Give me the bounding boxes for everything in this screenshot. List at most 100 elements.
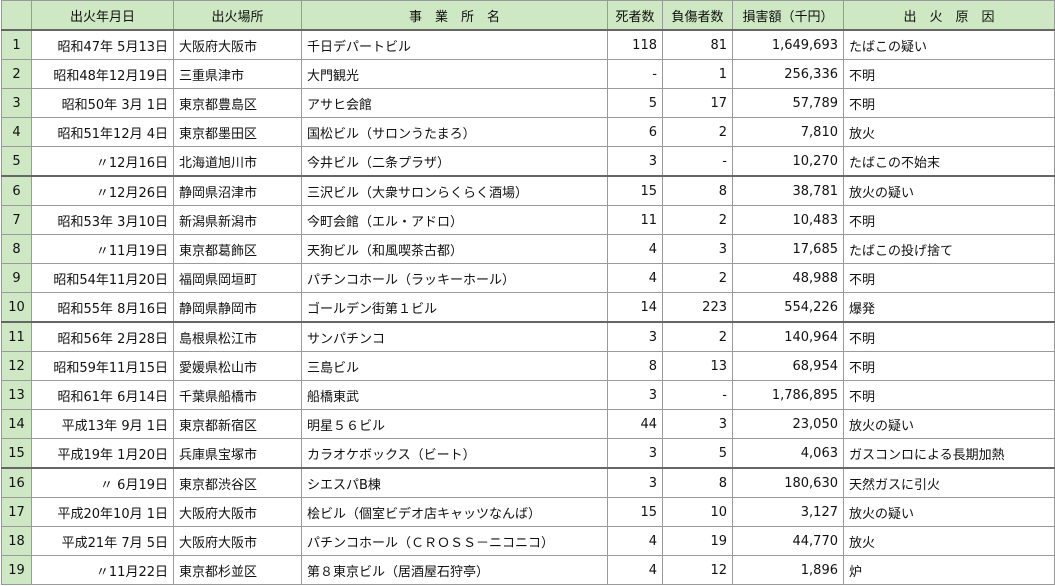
fire-place: 千葉県船橋市	[173, 380, 302, 410]
fire-cause: 炉	[843, 555, 1055, 585]
deaths: 3	[607, 438, 663, 469]
fire-date: 昭和55年 8月16日	[31, 292, 174, 323]
fire-date: 〃12月16日	[31, 146, 174, 177]
header-injured: 負傷者数	[662, 0, 733, 31]
fire-place: 東京都葛飾区	[173, 234, 302, 264]
row-index: 14	[1, 409, 32, 439]
injured: 10	[662, 497, 733, 527]
establishment-name: カラオケボックス（ビート）	[301, 438, 608, 469]
fire-cause: 不明	[843, 263, 1055, 293]
fire-cause: 不明	[843, 88, 1055, 118]
damage: 10,483	[732, 205, 844, 235]
deaths: 44	[607, 409, 663, 439]
injured: 81	[662, 29, 733, 60]
table-row: 18 平成21年 7月 5日 大阪府大阪市 パチンコホール（ＣＲＯＳＳ－ニコニコ） 4 1…	[1, 526, 1055, 556]
row-index: 10	[1, 292, 32, 323]
deaths: -	[607, 59, 663, 89]
damage: 38,781	[732, 175, 844, 206]
fire-place: 東京都豊島区	[173, 88, 302, 118]
fire-cause: 放火	[843, 117, 1055, 147]
establishment-name: 大門観光	[301, 59, 608, 89]
fire-cause: 放火の疑い	[843, 175, 1055, 206]
establishment-name: 船橋東武	[301, 380, 608, 410]
fire-cause: 不明	[843, 205, 1055, 235]
establishment-name: 国松ビル（サロンうたまろ）	[301, 117, 608, 147]
injured: 1	[662, 59, 733, 89]
table-row: 10 昭和55年 8月16日 静岡県静岡市 ゴールデン街第１ビル 14 223 554,22…	[1, 292, 1055, 323]
table-row: 17 平成20年10月 1日 大阪府大阪市 桧ビル（個室ビデオ店キャッツなんば） 15 1…	[1, 497, 1055, 527]
damage: 256,336	[732, 59, 844, 89]
fire-date: 〃11月22日	[31, 555, 174, 585]
injured: 3	[662, 409, 733, 439]
fire-date: 〃 6月19日	[31, 467, 174, 498]
fire-place: 新潟県新潟市	[173, 205, 302, 235]
row-index: 5	[1, 146, 32, 177]
header-deaths: 死者数	[607, 0, 663, 31]
row-index: 15	[1, 438, 32, 469]
deaths: 3	[607, 467, 663, 498]
fire-cause: 不明	[843, 351, 1055, 381]
injured: 12	[662, 555, 733, 585]
row-index: 9	[1, 263, 32, 293]
damage: 17,685	[732, 234, 844, 264]
row-index: 19	[1, 555, 32, 585]
fire-place: 東京都杉並区	[173, 555, 302, 585]
establishment-name: 三沢ビル（大衆サロンらくらく酒場）	[301, 175, 608, 206]
fire-place: 兵庫県宝塚市	[173, 438, 302, 469]
fire-place: 北海道旭川市	[173, 146, 302, 177]
fire-place: 東京都墨田区	[173, 117, 302, 147]
fire-cause: 爆発	[843, 292, 1055, 323]
row-index: 16	[1, 467, 32, 498]
deaths: 3	[607, 380, 663, 410]
row-index: 13	[1, 380, 32, 410]
damage: 3,127	[732, 497, 844, 527]
establishment-name: 天狗ビル（和風喫茶古都）	[301, 234, 608, 264]
damage: 7,810	[732, 117, 844, 147]
row-index: 2	[1, 59, 32, 89]
damage: 1,649,693	[732, 29, 844, 60]
fire-date: 昭和47年 5月13日	[31, 29, 174, 60]
fire-date: 平成20年10月 1日	[31, 497, 174, 527]
header-row: 出火年月日 出火場所 事 業 所 名 死者数 負傷者数 損害額（千円） 出 火 …	[1, 0, 1055, 31]
fire-cause: 放火の疑い	[843, 497, 1055, 527]
fire-place: 静岡県静岡市	[173, 292, 302, 323]
deaths: 4	[607, 263, 663, 293]
injured: 2	[662, 117, 733, 147]
row-index: 18	[1, 526, 32, 556]
header-place: 出火場所	[173, 0, 302, 31]
damage: 140,964	[732, 321, 844, 352]
header-damage: 損害額（千円）	[732, 0, 844, 31]
deaths: 4	[607, 526, 663, 556]
fire-place: 静岡県沼津市	[173, 175, 302, 206]
establishment-name: サンパチンコ	[301, 321, 608, 352]
fire-place: 島根県松江市	[173, 321, 302, 352]
establishment-name: シエスパB棟	[301, 467, 608, 498]
injured: 223	[662, 292, 733, 323]
deaths: 4	[607, 555, 663, 585]
damage: 1,786,895	[732, 380, 844, 410]
injured: 2	[662, 263, 733, 293]
fire-place: 愛媛県松山市	[173, 351, 302, 381]
table-row: 14 平成13年 9月 1日 東京都新宿区 明星５６ビル 44 3 23,050 放火の疑い	[1, 409, 1055, 439]
injured: 13	[662, 351, 733, 381]
damage: 180,630	[732, 467, 844, 498]
injured: -	[662, 380, 733, 410]
damage: 4,063	[732, 438, 844, 469]
fire-cause: たばこの不始末	[843, 146, 1055, 177]
fire-date: 昭和53年 3月10日	[31, 205, 174, 235]
damage: 44,770	[732, 526, 844, 556]
header-cause: 出 火 原 因	[843, 0, 1055, 31]
damage: 57,789	[732, 88, 844, 118]
row-index: 8	[1, 234, 32, 264]
fire-place: 東京都新宿区	[173, 409, 302, 439]
establishment-name: 今町会館（エル・アドロ）	[301, 205, 608, 235]
injured: -	[662, 146, 733, 177]
deaths: 3	[607, 146, 663, 177]
deaths: 14	[607, 292, 663, 323]
row-index: 1	[1, 29, 32, 60]
table-row: 1 昭和47年 5月13日 大阪府大阪市 千日デパートビル 118 81 1,649,693…	[1, 29, 1055, 60]
deaths: 15	[607, 175, 663, 206]
table-row: 13 昭和61年 6月14日 千葉県船橋市 船橋東武 3-1,786,895 不明	[1, 380, 1055, 410]
establishment-name: アサヒ会館	[301, 88, 608, 118]
fire-place: 大阪府大阪市	[173, 526, 302, 556]
